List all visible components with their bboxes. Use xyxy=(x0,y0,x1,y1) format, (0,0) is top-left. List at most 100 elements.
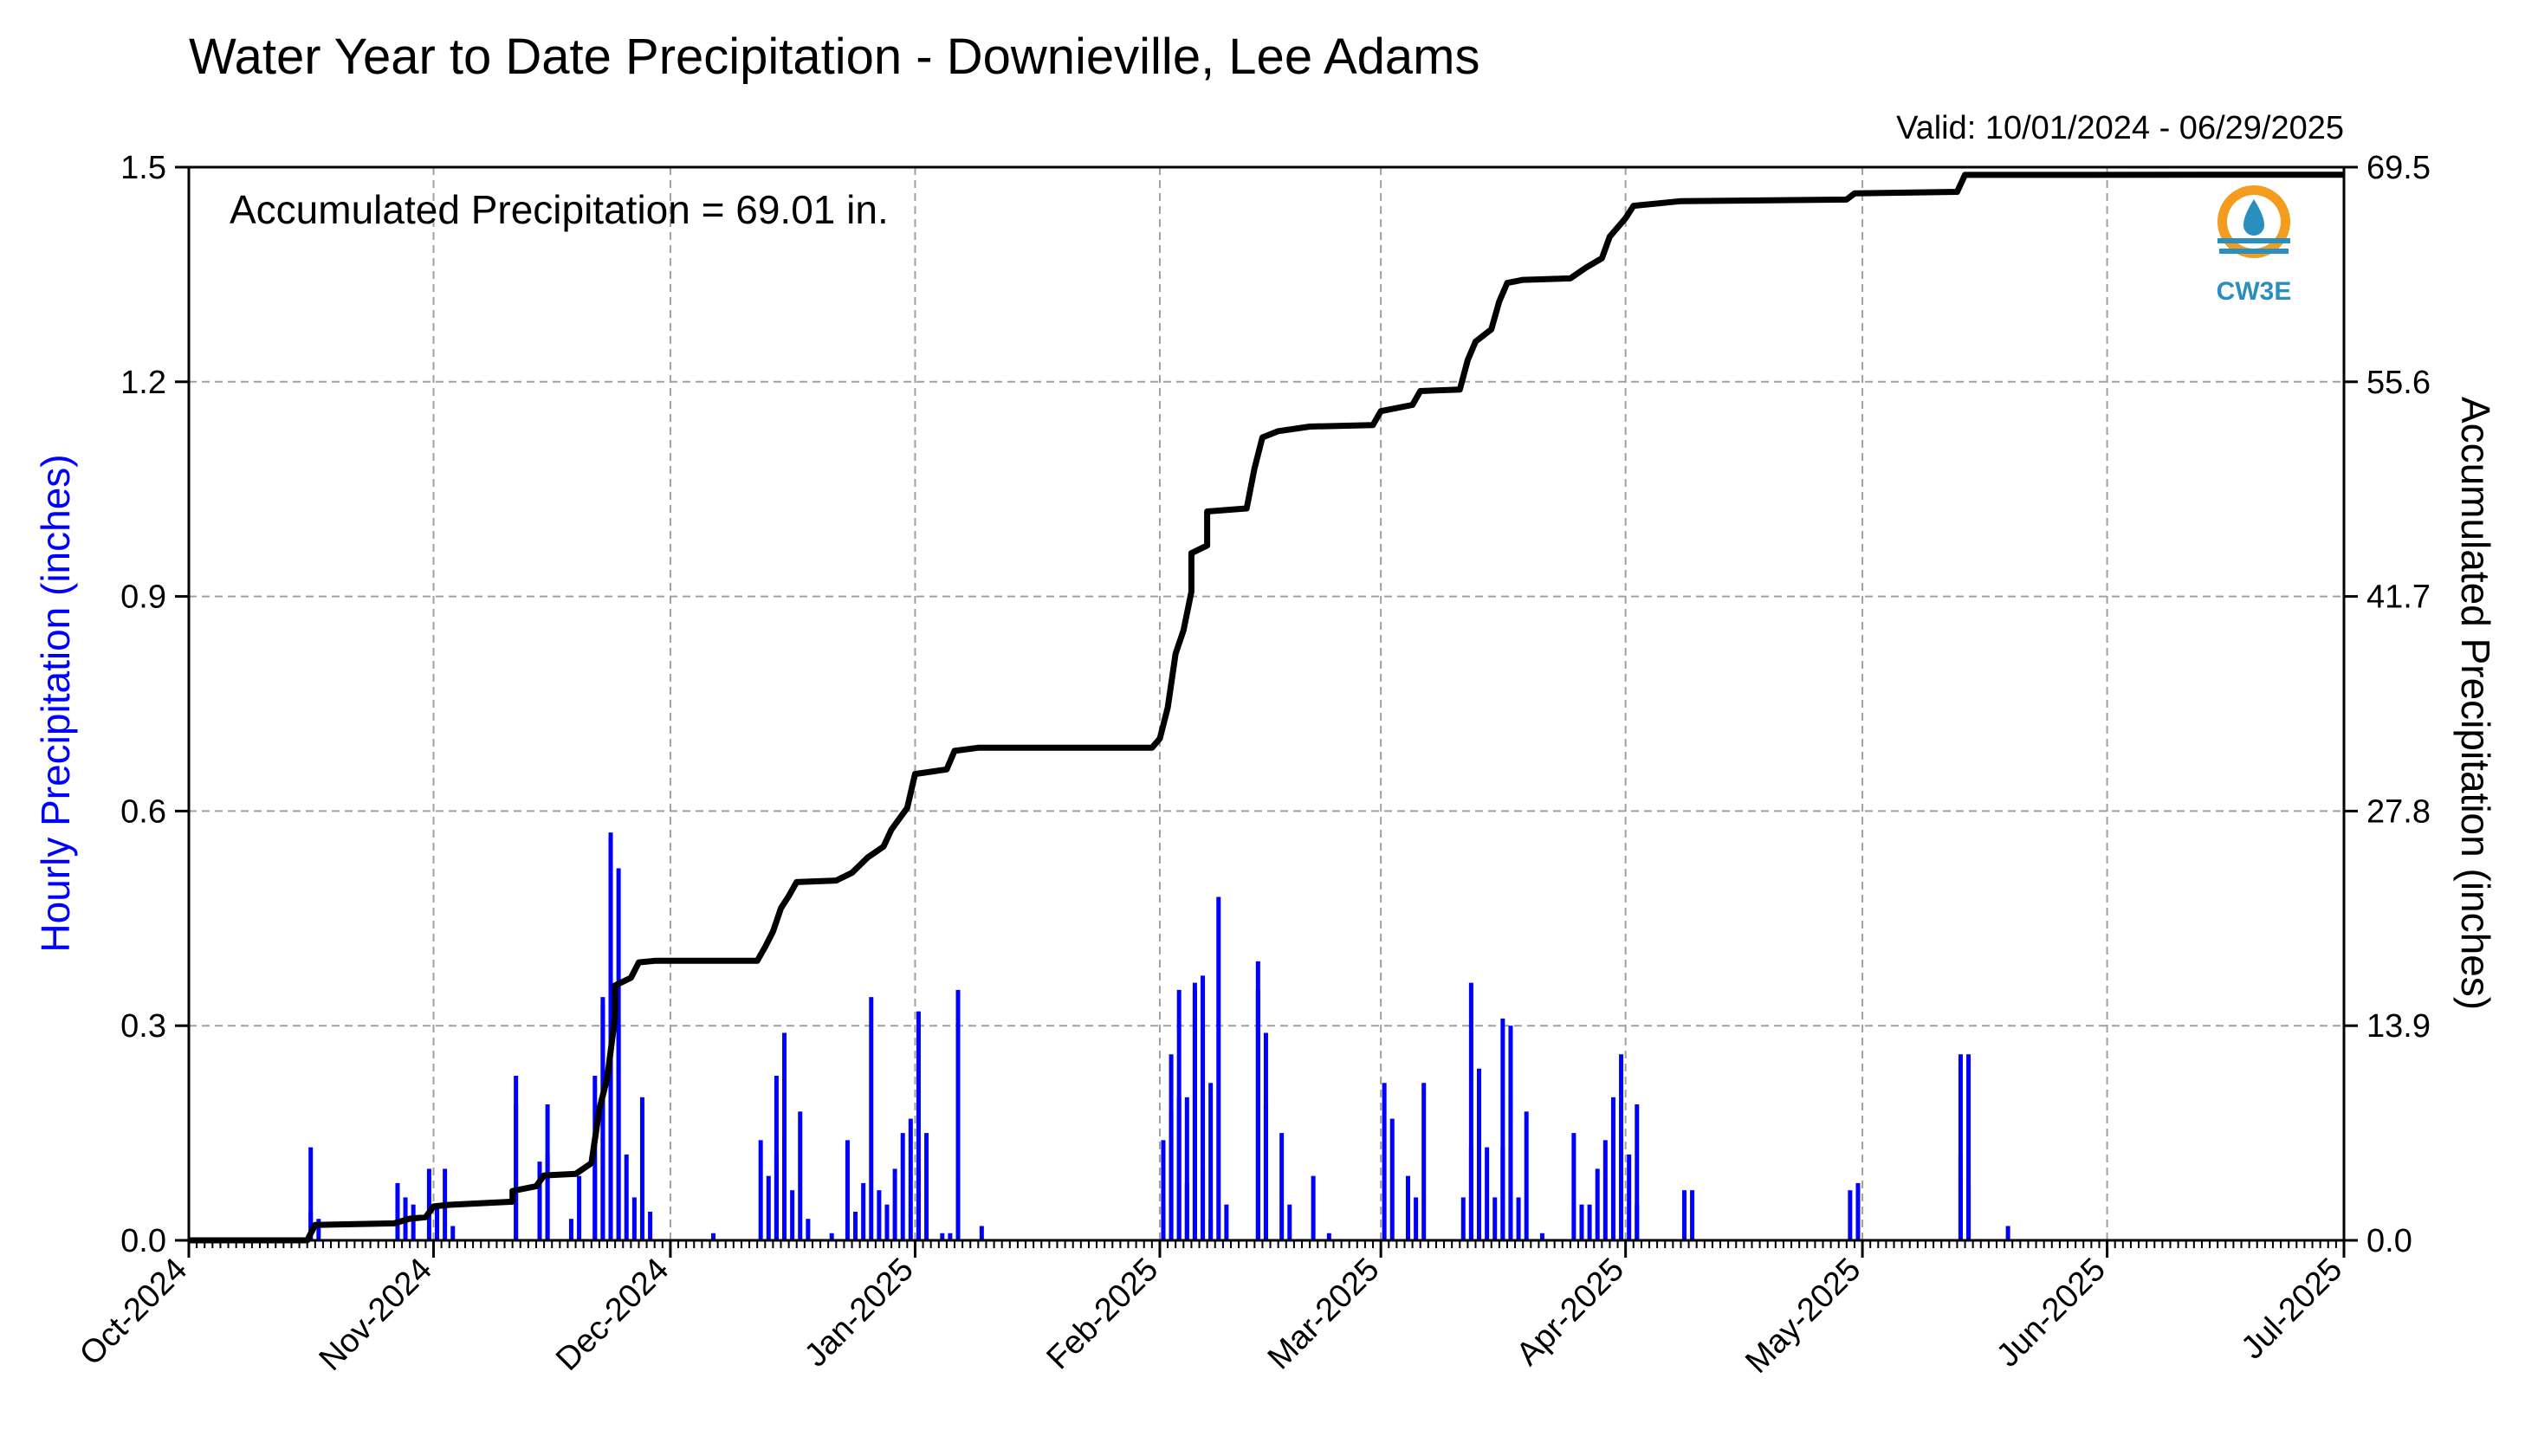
hourly-bar xyxy=(616,1026,621,1240)
x-tick-label: Jan-2025 xyxy=(798,1252,921,1375)
hourly-bar xyxy=(1627,1154,1632,1240)
logo-text: CW3E xyxy=(2217,277,2292,306)
hourly-bar xyxy=(710,1233,715,1240)
hourly-bar xyxy=(1477,1154,1482,1240)
hourly-bar xyxy=(577,1175,582,1240)
hourly-bar xyxy=(1539,1233,1544,1240)
hourly-bar xyxy=(892,1168,897,1240)
hourly-bars xyxy=(308,832,2010,1240)
hourly-bar xyxy=(1485,1147,1490,1240)
hourly-bar xyxy=(1405,1175,1410,1240)
hourly-bar xyxy=(1966,1054,1971,1240)
hourly-bar xyxy=(1966,1182,1971,1240)
hourly-bar xyxy=(1460,1197,1466,1240)
hourly-bar xyxy=(1208,1083,1214,1240)
hourly-bar xyxy=(1224,1204,1229,1240)
hourly-bar xyxy=(1287,1204,1292,1240)
hourly-bar xyxy=(845,1140,850,1240)
left-tick-label: 1.2 xyxy=(120,365,166,401)
hourly-bar xyxy=(798,1111,803,1240)
grid xyxy=(189,167,2344,1240)
hourly-bar xyxy=(1311,1175,1316,1240)
hourly-bar xyxy=(908,1118,913,1240)
hourly-bar xyxy=(1326,1233,1331,1240)
hourly-bar xyxy=(600,1004,605,1240)
hourly-bar xyxy=(1382,1083,1387,1240)
hourly-bar xyxy=(1579,1204,1584,1240)
right-tick-label: 0.0 xyxy=(2366,1223,2412,1259)
hourly-bar xyxy=(1500,1018,1505,1240)
x-tick-label: May-2025 xyxy=(1738,1252,1868,1381)
x-axis: Oct-2024 Nov-2024 Dec-2024 Jan-2025 Feb-2025… xyxy=(73,1240,2349,1381)
chart-title: Water Year to Date Precipitation - Downi… xyxy=(189,29,1480,85)
hourly-bar xyxy=(1216,896,1221,1240)
left-axis: 0.0 0.3 0.6 0.9 1.2 1.5 xyxy=(120,150,189,1259)
x-tick-label: Feb-2025 xyxy=(1040,1252,1166,1377)
hourly-bar xyxy=(316,1219,321,1240)
hourly-bar xyxy=(1201,975,1206,1240)
hourly-bar xyxy=(308,1211,314,1240)
left-tick-label: 0.6 xyxy=(120,793,166,830)
left-axis-label: Hourly Precipitation (inches) xyxy=(33,454,78,952)
hourly-bar xyxy=(884,1204,890,1240)
hourly-bar xyxy=(869,997,874,1240)
hourly-bar xyxy=(514,1076,519,1240)
hourly-bar xyxy=(1468,982,1473,1240)
hourly-bar xyxy=(1414,1197,1419,1240)
hourly-bar xyxy=(1389,1118,1395,1240)
x-tick-label: Apr-2025 xyxy=(1510,1252,1631,1373)
logo-wave-1 xyxy=(2217,238,2290,243)
hourly-bar xyxy=(395,1182,400,1240)
right-tick-label: 41.7 xyxy=(2366,579,2431,616)
right-tick-label: 13.9 xyxy=(2366,1008,2431,1045)
cw3e-logo: CW3E xyxy=(2217,185,2292,306)
hourly-bar xyxy=(1958,1054,1963,1240)
hourly-bar xyxy=(1516,1197,1521,1240)
hourly-bar xyxy=(877,1190,882,1240)
hourly-bar xyxy=(948,1233,953,1240)
hourly-bar xyxy=(940,1233,945,1240)
hourly-bar xyxy=(568,1219,573,1240)
hourly-bar xyxy=(1681,1190,1687,1240)
hourly-bar xyxy=(782,1140,787,1240)
x-tick-label: Oct-2024 xyxy=(73,1252,194,1373)
hourly-bar xyxy=(1855,1182,1861,1240)
right-axis-label: Accumulated Precipitation (inches) xyxy=(2453,397,2498,1010)
hourly-bar xyxy=(537,1162,542,1240)
hourly-bar xyxy=(774,1076,779,1240)
hourly-bar xyxy=(1610,1097,1615,1240)
valid-range: Valid: 10/01/2024 - 06/29/2025 xyxy=(1896,110,2344,146)
right-tick-label: 69.5 xyxy=(2366,150,2431,186)
accumulated-annotation: Accumulated Precipitation = 69.01 in. xyxy=(230,187,889,232)
hourly-bar xyxy=(916,1011,921,1240)
x-tick-label: Dec-2024 xyxy=(549,1252,676,1378)
hourly-bar xyxy=(624,1154,629,1240)
hourly-bar xyxy=(1279,1133,1285,1240)
hourly-bar xyxy=(1587,1204,1592,1240)
hourly-bar xyxy=(829,1233,834,1240)
logo-water-icon xyxy=(2243,199,2264,236)
hourly-bar xyxy=(853,1211,858,1240)
x-tick-label: Nov-2024 xyxy=(313,1252,439,1378)
hourly-bar xyxy=(1176,1097,1182,1240)
hourly-bar xyxy=(450,1226,456,1240)
right-tick-label: 27.8 xyxy=(2366,793,2431,830)
hourly-bar xyxy=(766,1175,771,1240)
hourly-bar xyxy=(1635,1104,1640,1240)
hourly-bar xyxy=(1201,1168,1206,1240)
left-tick-label: 0.0 xyxy=(120,1223,166,1259)
hourly-bar xyxy=(955,1175,961,1240)
hourly-bar xyxy=(782,1032,787,1240)
hourly-bar xyxy=(1848,1190,1853,1240)
hourly-bar xyxy=(639,1097,644,1240)
hourly-bar xyxy=(631,1197,637,1240)
hourly-bar xyxy=(924,1133,929,1240)
hourly-bar xyxy=(1255,989,1260,1240)
hourly-bar xyxy=(900,1133,905,1240)
hourly-bar xyxy=(955,989,961,1240)
right-tick-label: 55.6 xyxy=(2366,365,2431,401)
left-tick-label: 0.9 xyxy=(120,579,166,616)
hourly-bar xyxy=(426,1168,431,1240)
hourly-bar xyxy=(1184,1097,1189,1240)
